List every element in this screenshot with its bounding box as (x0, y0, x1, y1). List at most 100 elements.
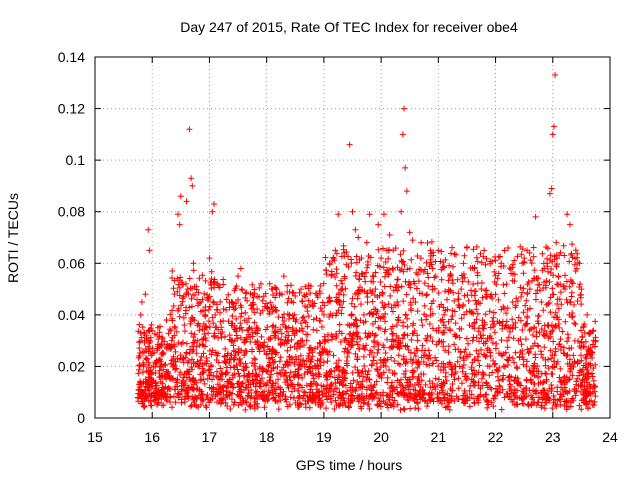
data-point-stroke (280, 311, 287, 318)
data-point-stroke (344, 388, 351, 395)
data-point-stroke (391, 357, 398, 364)
data-point (248, 392, 255, 399)
data-point-stroke (542, 362, 549, 369)
data-point-stroke (236, 384, 243, 391)
data-point (491, 268, 498, 275)
data-point-stroke (397, 251, 404, 258)
data-point-stroke (440, 263, 447, 270)
data-point (351, 395, 358, 402)
data-point-stroke (301, 342, 308, 349)
data-point-stroke (405, 386, 412, 393)
data-point-stroke (254, 327, 261, 334)
data-point-stroke (482, 261, 489, 268)
data-point-stroke (447, 327, 454, 334)
data-point-stroke (171, 323, 178, 330)
data-point-stroke (319, 308, 326, 315)
data-point-stroke (414, 337, 421, 344)
data-point-stroke (347, 344, 354, 351)
data-point-stroke (249, 329, 256, 336)
data-point-stroke (369, 298, 376, 305)
data-point-stroke (137, 338, 144, 345)
data-point (404, 315, 411, 322)
data-point (434, 390, 441, 397)
data-point-stroke (402, 312, 409, 319)
data-point (570, 363, 577, 370)
data-point (235, 296, 242, 303)
data-point (217, 365, 224, 372)
data-point-stroke (149, 345, 156, 352)
data-point (249, 346, 256, 353)
data-point (225, 318, 232, 325)
data-point-stroke (328, 399, 335, 406)
data-point-stroke (254, 400, 261, 407)
data-point-stroke (364, 333, 371, 340)
data-point (208, 268, 215, 275)
data-point (367, 287, 374, 294)
data-point (283, 358, 290, 365)
data-point-stroke (313, 327, 320, 334)
data-point-stroke (473, 306, 480, 313)
data-point-stroke (438, 248, 445, 255)
data-point-stroke (516, 381, 523, 388)
data-point (470, 281, 477, 288)
data-point-stroke (567, 299, 574, 306)
data-point-stroke (547, 269, 554, 276)
data-point-stroke (411, 350, 418, 357)
data-point (335, 394, 342, 401)
data-point (569, 241, 576, 248)
data-point (333, 401, 340, 408)
data-point (495, 296, 502, 303)
data-point (333, 266, 340, 273)
data-point-stroke (226, 336, 233, 343)
data-point-stroke (340, 298, 347, 305)
data-point-stroke (308, 370, 315, 377)
data-point-stroke (272, 380, 279, 387)
data-point-stroke (249, 346, 256, 353)
data-point-stroke (445, 349, 452, 356)
data-point-stroke (320, 280, 327, 287)
data-point-stroke (472, 288, 479, 295)
data-point (237, 320, 244, 327)
data-point (351, 303, 358, 310)
data-point-stroke (517, 317, 524, 324)
data-point (445, 277, 452, 284)
data-point (538, 325, 545, 332)
data-point (568, 251, 575, 258)
data-point-stroke (322, 267, 329, 274)
data-point (532, 296, 539, 303)
data-point (261, 391, 268, 398)
data-point-stroke (344, 353, 351, 360)
data-point-stroke (441, 391, 448, 398)
data-point-stroke (454, 358, 461, 365)
data-point (188, 303, 195, 310)
data-point-stroke (442, 347, 449, 354)
data-point (304, 323, 311, 330)
data-point (387, 344, 394, 351)
data-point-stroke (503, 310, 510, 317)
data-point-stroke (197, 357, 204, 364)
data-point (527, 257, 534, 264)
data-point-stroke (449, 244, 456, 251)
data-point (364, 334, 371, 341)
data-point (254, 327, 261, 334)
data-point (542, 284, 549, 291)
data-point-stroke (210, 320, 217, 327)
data-point-stroke (232, 348, 239, 355)
data-point (175, 305, 182, 312)
data-point (312, 380, 319, 387)
data-point (542, 362, 549, 369)
data-point-stroke (334, 376, 341, 383)
data-point (472, 288, 479, 295)
data-point-stroke (495, 296, 502, 303)
data-point (349, 341, 356, 348)
data-point (470, 246, 477, 253)
data-point-stroke (512, 324, 519, 331)
data-point-stroke (256, 365, 263, 372)
data-point (259, 297, 266, 304)
data-point-stroke (408, 305, 415, 312)
data-point (550, 392, 557, 399)
data-point-stroke (495, 377, 502, 384)
data-point-stroke (190, 333, 197, 340)
data-point (427, 305, 434, 312)
data-point-stroke (542, 284, 549, 291)
